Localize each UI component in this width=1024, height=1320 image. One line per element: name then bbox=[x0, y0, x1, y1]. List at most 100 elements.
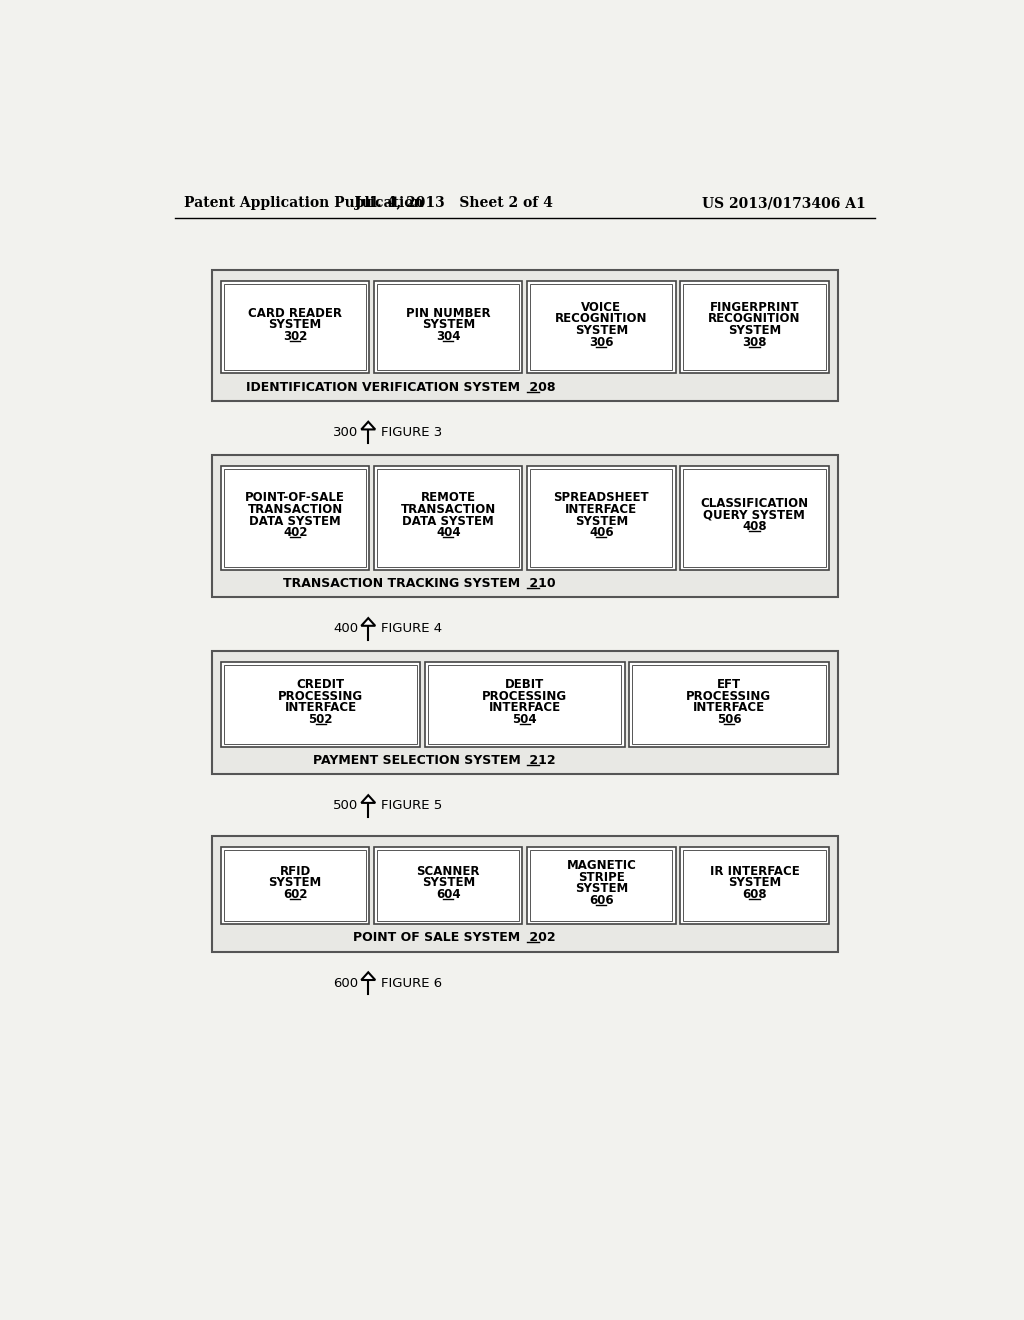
Text: SCANNER: SCANNER bbox=[417, 865, 480, 878]
Text: CREDIT: CREDIT bbox=[297, 678, 345, 692]
Text: PROCESSING: PROCESSING bbox=[482, 690, 567, 702]
Text: 408: 408 bbox=[742, 520, 767, 533]
Bar bbox=[683, 850, 825, 921]
Text: FIGURE 5: FIGURE 5 bbox=[381, 800, 442, 813]
Text: IDENTIFICATION VERIFICATION SYSTEM: IDENTIFICATION VERIFICATION SYSTEM bbox=[247, 380, 524, 393]
Text: 406: 406 bbox=[589, 527, 613, 539]
Bar bbox=[377, 850, 519, 921]
Text: 306: 306 bbox=[589, 335, 613, 348]
Bar bbox=[221, 847, 370, 924]
Text: PIN NUMBER: PIN NUMBER bbox=[406, 306, 490, 319]
Text: VOICE: VOICE bbox=[582, 301, 622, 314]
Text: FIGURE 4: FIGURE 4 bbox=[381, 622, 442, 635]
Text: 502: 502 bbox=[308, 713, 333, 726]
Bar bbox=[374, 281, 522, 374]
Text: SYSTEM: SYSTEM bbox=[268, 318, 322, 331]
Bar bbox=[212, 651, 838, 775]
Bar bbox=[629, 663, 828, 747]
Text: 602: 602 bbox=[283, 888, 307, 902]
Bar bbox=[632, 665, 825, 743]
Text: STRIPE: STRIPE bbox=[578, 871, 625, 883]
Polygon shape bbox=[361, 973, 375, 979]
Bar bbox=[212, 836, 838, 952]
Text: DEBIT: DEBIT bbox=[505, 678, 545, 692]
Text: TRANSACTION: TRANSACTION bbox=[248, 503, 343, 516]
Text: SYSTEM: SYSTEM bbox=[422, 876, 475, 890]
Text: 500: 500 bbox=[333, 800, 358, 813]
Bar bbox=[221, 663, 421, 747]
Bar bbox=[530, 850, 673, 921]
Text: 402: 402 bbox=[283, 527, 307, 539]
Text: 300: 300 bbox=[333, 426, 358, 440]
Bar bbox=[527, 281, 676, 374]
Bar bbox=[374, 466, 522, 570]
Text: 304: 304 bbox=[436, 330, 461, 343]
Text: QUERY SYSTEM: QUERY SYSTEM bbox=[703, 508, 805, 521]
Bar bbox=[374, 847, 522, 924]
Text: DATA SYSTEM: DATA SYSTEM bbox=[249, 515, 341, 528]
Bar bbox=[680, 281, 828, 374]
Text: SYSTEM: SYSTEM bbox=[574, 515, 628, 528]
Text: PROCESSING: PROCESSING bbox=[686, 690, 771, 702]
Text: 212: 212 bbox=[524, 754, 555, 767]
Text: INTERFACE: INTERFACE bbox=[693, 701, 765, 714]
Bar bbox=[224, 850, 367, 921]
Text: 404: 404 bbox=[436, 527, 461, 539]
Text: SYSTEM: SYSTEM bbox=[422, 318, 475, 331]
Text: SYSTEM: SYSTEM bbox=[728, 323, 781, 337]
Text: INTERFACE: INTERFACE bbox=[488, 701, 561, 714]
Text: 608: 608 bbox=[742, 888, 767, 902]
Text: SPREADSHEET: SPREADSHEET bbox=[554, 491, 649, 504]
Text: RECOGNITION: RECOGNITION bbox=[709, 313, 801, 326]
Text: Patent Application Publication: Patent Application Publication bbox=[183, 197, 424, 210]
Text: POINT OF SALE SYSTEM: POINT OF SALE SYSTEM bbox=[353, 931, 524, 944]
Text: 308: 308 bbox=[742, 335, 767, 348]
Text: SYSTEM: SYSTEM bbox=[268, 876, 322, 890]
Bar bbox=[212, 271, 838, 401]
Text: RECOGNITION: RECOGNITION bbox=[555, 313, 647, 326]
Bar bbox=[224, 665, 418, 743]
Bar bbox=[224, 284, 367, 370]
Text: 302: 302 bbox=[283, 330, 307, 343]
Bar bbox=[377, 469, 519, 566]
Bar bbox=[377, 284, 519, 370]
Text: INTERFACE: INTERFACE bbox=[565, 503, 637, 516]
Bar bbox=[224, 469, 367, 566]
Text: SYSTEM: SYSTEM bbox=[728, 876, 781, 890]
Bar bbox=[527, 847, 676, 924]
Text: POINT-OF-SALE: POINT-OF-SALE bbox=[246, 491, 345, 504]
Text: Jul. 4, 2013   Sheet 2 of 4: Jul. 4, 2013 Sheet 2 of 4 bbox=[354, 197, 552, 210]
Text: RFID: RFID bbox=[280, 865, 311, 878]
Text: CLASSIFICATION: CLASSIFICATION bbox=[700, 498, 809, 511]
Text: US 2013/0173406 A1: US 2013/0173406 A1 bbox=[702, 197, 866, 210]
Bar bbox=[425, 663, 625, 747]
Text: TRANSACTION TRACKING SYSTEM: TRANSACTION TRACKING SYSTEM bbox=[284, 577, 524, 590]
Text: FIGURE 3: FIGURE 3 bbox=[381, 426, 442, 440]
Text: SYSTEM: SYSTEM bbox=[574, 882, 628, 895]
Bar bbox=[530, 469, 673, 566]
Text: 604: 604 bbox=[436, 888, 461, 902]
Text: EFT: EFT bbox=[717, 678, 741, 692]
Bar bbox=[527, 466, 676, 570]
Text: DATA SYSTEM: DATA SYSTEM bbox=[402, 515, 495, 528]
Text: FIGURE 6: FIGURE 6 bbox=[381, 977, 442, 990]
Text: INTERFACE: INTERFACE bbox=[285, 701, 356, 714]
Text: 506: 506 bbox=[717, 713, 741, 726]
Bar bbox=[683, 469, 825, 566]
Text: PAYMENT SELECTION SYSTEM: PAYMENT SELECTION SYSTEM bbox=[312, 754, 524, 767]
Text: MAGNETIC: MAGNETIC bbox=[566, 859, 636, 873]
Bar bbox=[221, 281, 370, 374]
Text: 400: 400 bbox=[333, 622, 358, 635]
Bar bbox=[530, 284, 673, 370]
Polygon shape bbox=[361, 618, 375, 626]
Text: 202: 202 bbox=[524, 931, 555, 944]
Bar bbox=[428, 665, 622, 743]
Text: PROCESSING: PROCESSING bbox=[279, 690, 364, 702]
Text: IR INTERFACE: IR INTERFACE bbox=[710, 865, 800, 878]
Text: 504: 504 bbox=[512, 713, 538, 726]
Text: FINGERPRINT: FINGERPRINT bbox=[710, 301, 799, 314]
Text: CARD READER: CARD READER bbox=[248, 306, 342, 319]
Text: 600: 600 bbox=[333, 977, 358, 990]
Polygon shape bbox=[361, 422, 375, 429]
Text: 210: 210 bbox=[524, 577, 555, 590]
